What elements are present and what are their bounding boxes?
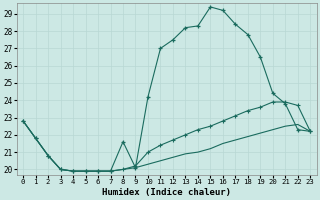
X-axis label: Humidex (Indice chaleur): Humidex (Indice chaleur) bbox=[102, 188, 231, 197]
